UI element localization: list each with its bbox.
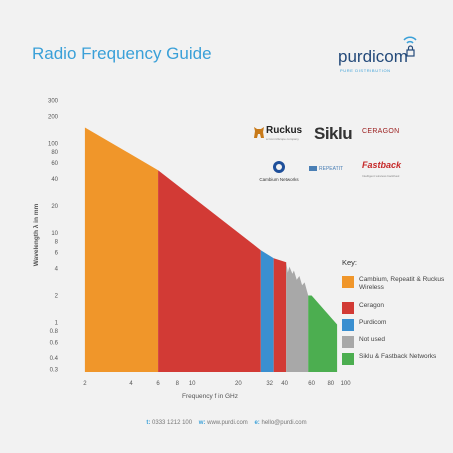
purdicom-logo: purdicom PURE DISTRIBUTION: [338, 36, 448, 80]
x-tick-label: 80: [327, 381, 334, 387]
wifi-lock-icon: [403, 36, 417, 57]
legend-label: Not used: [359, 336, 386, 343]
dog-icon: [254, 127, 264, 138]
x-tick-label: 2: [83, 381, 87, 387]
cambium-icon: [273, 161, 285, 173]
contact-footer: t: 0333 1212 100 w: www.purdi.com e: hel…: [0, 420, 453, 426]
legend-label: Ceragon: [359, 302, 384, 309]
y-axis-label: Wavelength λ in mm: [32, 203, 40, 266]
x-tick-label: 20: [235, 381, 242, 387]
x-tick-label: 40: [281, 381, 288, 387]
y-tick-label: 2: [55, 294, 59, 300]
y-tick-label: 6: [55, 251, 59, 257]
x-tick-label: 4: [129, 381, 133, 387]
legend-swatch: [342, 353, 354, 365]
ruckus-logo: Ruckus a CommScope company: [253, 123, 308, 145]
web-label: w:: [198, 420, 206, 426]
email-value: hello@purdi.com: [261, 420, 307, 426]
legend-label: Siklu & Fastback Networks: [359, 353, 437, 360]
siklu-logo: Siklu: [314, 124, 353, 143]
band-cambium-repeatit-ruckus-wireless: [84, 127, 159, 372]
brand-name: purdicom: [338, 47, 408, 66]
email-label: e:: [254, 420, 260, 426]
tel-label: t:: [146, 420, 151, 426]
y-tick-label: 40: [51, 177, 58, 183]
x-tick-label: 8: [176, 381, 180, 387]
y-tick-label: 8: [55, 240, 59, 246]
y-tick-label: 100: [48, 141, 59, 147]
ruckus-name: Ruckus: [266, 125, 303, 136]
x-tick-label: 6: [156, 381, 160, 387]
x-tick-label: 32: [266, 381, 273, 387]
cambium-name: Cambium Networks: [259, 177, 299, 182]
legend-swatch: [342, 336, 354, 348]
chart-axes: 2 4 6 8 10 20 32 40 60 80 100 0.3 0.4 0.6 0.8 1 2 4 6 8 10 20…: [48, 99, 351, 388]
y-tick-label: 300: [48, 99, 59, 105]
legend-title: Key:: [342, 258, 358, 267]
band-ceragon: [158, 170, 261, 372]
cambium-logo: Cambium Networks: [254, 160, 304, 190]
y-tick-label: 200: [48, 114, 59, 120]
chart-areas: [84, 127, 338, 372]
x-tick-label: 10: [189, 381, 196, 387]
band-ceragon: [273, 258, 287, 372]
band-siklu-fastback-networks: [308, 295, 338, 372]
x-tick-label: 100: [341, 381, 352, 387]
legend-label: Cambium, Repeatit & Ruckus Wireless: [359, 276, 445, 291]
y-tick-label: 0.8: [50, 329, 59, 335]
ruckus-sub: a CommScope company: [266, 137, 299, 141]
ceragon-logo: CERAGON: [362, 128, 400, 135]
legend-swatch: [342, 276, 354, 288]
repeatit-name: REPEATIT: [319, 166, 344, 172]
y-tick-label: 60: [51, 161, 58, 167]
legend-swatch: [342, 302, 354, 314]
legend-swatch: [342, 319, 354, 331]
legend: Key: Cambium, Repeatit & Ruckus Wireless…: [342, 258, 452, 365]
band-not-used: [286, 262, 309, 372]
fastback-name: Fastback: [362, 160, 402, 170]
y-tick-label: 10: [51, 231, 58, 237]
x-tick-label: 60: [308, 381, 315, 387]
y-tick-label: 80: [51, 150, 58, 156]
y-tick-label: 0.3: [50, 367, 59, 373]
y-tick-label: 0.4: [50, 356, 59, 362]
y-tick-label: 4: [55, 267, 59, 273]
brand-tagline: PURE DISTRIBUTION: [340, 68, 391, 73]
fastback-sub: Intelligent wireless backhaul: [362, 174, 400, 178]
band-purdicom: [260, 250, 274, 372]
y-tick-label: 20: [51, 204, 58, 210]
fastback-logo: Fastback Intelligent wireless backhaul: [362, 160, 410, 184]
legend-label: Purdicom: [359, 319, 387, 326]
repeatit-logo: REPEATIT: [309, 166, 343, 172]
x-axis-label: Frequency f in GHz: [182, 393, 238, 400]
page-title: Radio Frequency Guide: [32, 44, 212, 63]
y-tick-label: 1: [55, 321, 59, 327]
web-value: www.purdi.com: [207, 420, 248, 426]
repeatit-icon: [309, 166, 317, 172]
tel-value: 0333 1212 100: [152, 420, 193, 426]
y-tick-label: 0.6: [50, 340, 59, 346]
